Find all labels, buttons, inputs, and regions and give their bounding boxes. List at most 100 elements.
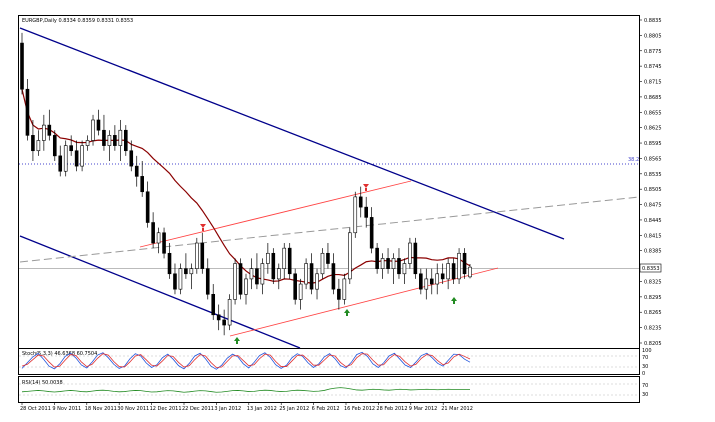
green-arrow-up-icon — [234, 337, 240, 344]
candle-body — [260, 263, 265, 285]
candle-body — [309, 263, 314, 290]
stoch-tick-label: 70 — [642, 355, 648, 361]
price-tick-label: 0.8835 — [644, 18, 662, 24]
lower-trend-line — [19, 235, 301, 349]
candle-body — [244, 278, 248, 295]
candle-body — [178, 268, 183, 290]
candle-body — [320, 252, 325, 275]
candle-body — [96, 119, 101, 131]
date-tick-label: 12 Dec 2011 — [150, 406, 182, 412]
candle-body — [129, 150, 134, 167]
candle-body — [47, 124, 52, 136]
date-tick-label: 18 Nov 2011 — [85, 406, 117, 412]
candle-body — [25, 88, 30, 136]
candle-body — [205, 268, 210, 295]
candle-body — [342, 278, 347, 300]
date-tick-label: 9 Mar 2012 — [409, 406, 438, 412]
candle-body — [102, 129, 106, 146]
symbol-header: EURGBP,Daily 0.8334 0.8359 0.8331 0.8353 — [22, 18, 133, 24]
price-tick-label: 0.8415 — [644, 233, 662, 239]
stoch-tick-label: 30 — [642, 364, 648, 370]
candle-body — [167, 252, 172, 275]
candle-body — [276, 268, 281, 280]
candle-body — [429, 278, 434, 285]
candle-body — [63, 145, 68, 172]
candle-body — [184, 268, 188, 275]
price-tick-label: 0.8265 — [644, 310, 662, 316]
price-tick-label: 0.8805 — [644, 33, 662, 39]
fractal-arrows — [200, 184, 457, 344]
candle-body — [249, 268, 254, 280]
price-tick-label: 0.8235 — [644, 326, 662, 332]
candle-body — [419, 273, 423, 290]
candle-body — [227, 299, 232, 326]
candle-body — [348, 232, 352, 280]
price-panel-frame — [18, 15, 640, 349]
candle-body — [134, 165, 139, 177]
dashed-trend-line — [19, 196, 640, 263]
candle-body — [326, 252, 330, 264]
candle-body — [353, 196, 358, 234]
rsi-tick-label: 30 — [642, 392, 648, 398]
candles-group — [20, 32, 472, 336]
price-tick-label: 0.8625 — [644, 126, 662, 132]
date-tick-label: 28 Oct 2011 — [20, 406, 51, 412]
price-tick-label: 0.8535 — [644, 172, 662, 178]
channel-upper-line — [139, 180, 412, 248]
date-tick-label: 22 Dec 2011 — [182, 406, 214, 412]
candle-body — [391, 258, 396, 269]
rsi-line — [21, 387, 470, 393]
candle-body — [468, 266, 472, 278]
candle-body — [69, 145, 73, 152]
candle-body — [440, 273, 445, 280]
candle-body — [151, 222, 155, 244]
red-arrow-down-icon — [200, 224, 206, 231]
candle-body — [462, 252, 467, 275]
candle-body — [58, 155, 63, 172]
candle-body — [80, 145, 84, 167]
candle-body — [375, 247, 379, 269]
stoch-tick-label: 100 — [642, 348, 652, 354]
price-tick-label: 0.8475 — [644, 203, 662, 209]
candle-body — [36, 140, 41, 152]
date-tick-label: 16 Feb 2012 — [344, 406, 375, 412]
candle-body — [42, 124, 46, 141]
rsi-tick-label: 70 — [642, 383, 648, 389]
price-tick-label: 0.8385 — [644, 249, 662, 255]
candle-body — [222, 319, 226, 326]
stoch-panel-frame — [18, 348, 640, 375]
candle-body — [173, 273, 177, 290]
stoch-d-line — [21, 353, 471, 368]
candle-body — [113, 135, 117, 146]
candle-body — [20, 42, 24, 90]
date-tick-label: 25 Jan 2012 — [279, 406, 309, 412]
candle-body — [74, 150, 79, 167]
candle-body — [85, 140, 90, 146]
candle-body — [435, 273, 440, 285]
candle-body — [337, 288, 341, 300]
price-tick-label: 0.8325 — [644, 279, 662, 285]
candle-body — [386, 258, 390, 269]
candle-body — [233, 263, 237, 300]
candle-body — [298, 283, 303, 300]
candle-body — [140, 176, 144, 193]
candle-body — [255, 268, 259, 285]
candle-body — [402, 263, 407, 275]
candle-body — [162, 232, 166, 254]
candle-body — [195, 242, 199, 269]
price-axis: 0.8835 0.8805 0.8775 0.8745 0.8715 0.8685 0.86… — [639, 18, 662, 347]
price-tick-label: 0.8715 — [644, 80, 662, 86]
candle-body — [211, 293, 216, 316]
moving-average-line — [21, 89, 471, 284]
green-arrow-up-icon — [344, 309, 350, 316]
candle-body — [413, 242, 418, 275]
price-tick-label: 0.8595 — [644, 141, 662, 147]
red-arrow-down-icon — [363, 184, 369, 191]
candle-body — [145, 191, 150, 223]
candle-body — [200, 242, 205, 269]
price-tick-label: 0.8205 — [644, 341, 662, 347]
candle-body — [397, 258, 401, 275]
green-arrow-up-icon — [451, 297, 457, 304]
